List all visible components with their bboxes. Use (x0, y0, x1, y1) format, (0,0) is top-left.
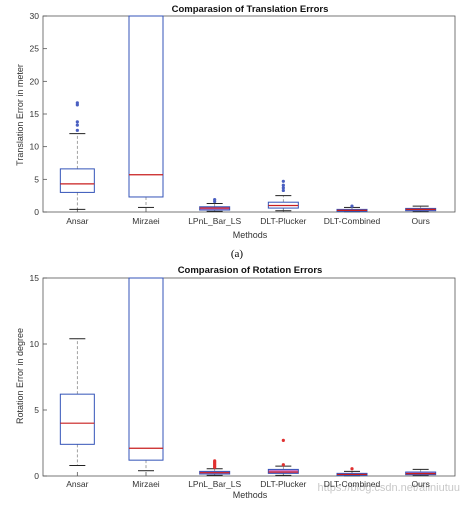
chart1-x-tick-label: DLT-Combined (324, 216, 381, 226)
chart1-title: Comparasion of Translation Errors (172, 4, 329, 15)
chart2-y-tick-label: 15 (30, 273, 40, 283)
chart2-outlier-point (281, 463, 285, 467)
chart1-x-tick-label: Mirzaei (132, 216, 160, 226)
chart1-axes-frame (42, 15, 456, 213)
chart2-outlier-point (213, 459, 217, 463)
chart2-x-axis-label: Methods (233, 490, 268, 500)
chart1-x-tick-label: Ansar (66, 216, 88, 226)
chart2-outlier-point (281, 438, 285, 442)
chart2-y-axis-label: Rotation Error in degree (15, 328, 25, 424)
chart2-axes-frame (42, 277, 456, 477)
chart2-x-tick-label: Ours (411, 479, 429, 489)
watermark: https://blog.csdn.net/aliniutuu (318, 482, 460, 494)
chart1-y-tick-label: 15 (30, 109, 40, 119)
subfigure-caption: (a) (231, 248, 244, 260)
chart1-y-tick-label: 5 (34, 174, 39, 184)
chart1-outlier-point (75, 120, 79, 124)
chart1-outlier-point (350, 204, 354, 208)
chart1-y-tick-label: 20 (30, 76, 40, 86)
chart2-title: Comparasion of Rotation Errors (178, 265, 323, 276)
chart1-y-tick-label: 0 (34, 207, 39, 217)
chart2-x-tick-label: DLT-Combined (324, 479, 381, 489)
chart1-x-axis-label: Methods (233, 230, 268, 240)
chart2-y-tick-label: 0 (34, 471, 39, 481)
chart2-box-iqr (128, 277, 164, 461)
chart1-y-axis-label: Translation Error in meter (15, 64, 25, 166)
chart1-y-tick-label: 10 (30, 142, 40, 152)
chart1-y-tick-label: 25 (30, 44, 40, 54)
chart2-box-iqr (59, 393, 95, 445)
chart1-outlier-point (75, 128, 79, 132)
chart2-x-tick-label: Mirzaei (132, 479, 160, 489)
chart2-x-tick-label: Ansar (66, 479, 88, 489)
chart2-x-tick-label: DLT-Plucker (260, 479, 306, 489)
chart1-outlier-point (281, 179, 285, 183)
chart1-box-iqr (128, 15, 164, 198)
chart1-outlier-point (75, 123, 79, 127)
chart1-outlier-point (281, 183, 285, 187)
chart1-box-iqr (59, 168, 95, 193)
chart1-outlier-point (281, 188, 285, 193)
chart1-y-tick-label: 30 (30, 11, 40, 21)
chart2-box-iqr (267, 468, 299, 474)
chart1-x-tick-label: LPnL_Bar_LS (188, 216, 241, 226)
chart2-x-tick-label: LPnL_Bar_LS (188, 479, 241, 489)
chart1-x-tick-label: DLT-Plucker (260, 216, 306, 226)
chart1-outlier-point (213, 197, 217, 202)
chart2-y-tick-label: 5 (34, 405, 39, 415)
chart1-outlier-point (281, 186, 285, 190)
chart1-outlier-point (75, 101, 79, 105)
chart2-outlier-point (350, 467, 354, 471)
chart2-y-tick-label: 10 (30, 339, 40, 349)
chart1-x-tick-label: Ours (411, 216, 429, 226)
